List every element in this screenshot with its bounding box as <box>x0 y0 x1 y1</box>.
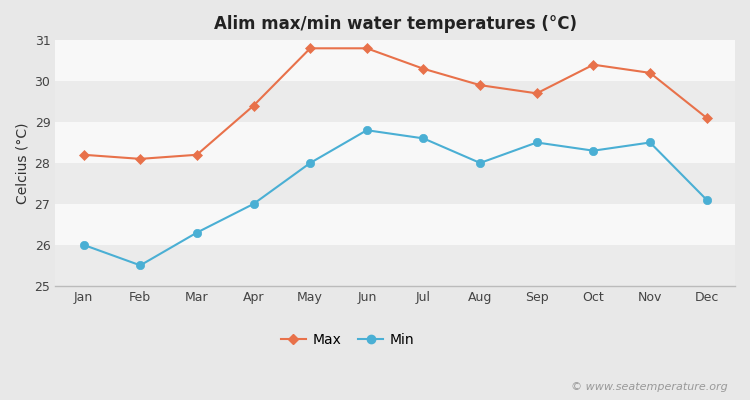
Min <box>589 148 598 153</box>
Bar <box>56 204 735 245</box>
Title: Alim max/min water temperatures (°C): Alim max/min water temperatures (°C) <box>214 15 577 33</box>
Max <box>532 91 542 96</box>
Max <box>476 83 484 88</box>
Max <box>702 116 711 120</box>
Max <box>589 62 598 67</box>
Min <box>476 160 484 165</box>
Min <box>532 140 542 145</box>
Y-axis label: Celcius (°C): Celcius (°C) <box>15 122 29 204</box>
Min <box>419 136 428 141</box>
Max <box>193 152 202 157</box>
Min <box>249 202 258 206</box>
Min <box>79 242 88 247</box>
Bar <box>56 40 735 81</box>
Bar <box>56 163 735 204</box>
Min <box>362 128 371 133</box>
Legend: Max, Min: Max, Min <box>275 327 420 352</box>
Bar <box>56 122 735 163</box>
Max <box>646 70 655 75</box>
Max <box>362 46 371 51</box>
Max <box>79 152 88 157</box>
Max <box>419 66 428 71</box>
Min <box>306 160 315 165</box>
Min <box>193 230 202 235</box>
Text: © www.seatemperature.org: © www.seatemperature.org <box>571 382 728 392</box>
Line: Min: Min <box>80 126 711 270</box>
Line: Max: Max <box>80 45 710 162</box>
Max <box>136 156 145 161</box>
Max <box>249 103 258 108</box>
Bar <box>56 81 735 122</box>
Bar <box>56 245 735 286</box>
Min <box>646 140 655 145</box>
Min <box>136 263 145 268</box>
Min <box>702 198 711 202</box>
Max <box>306 46 315 51</box>
